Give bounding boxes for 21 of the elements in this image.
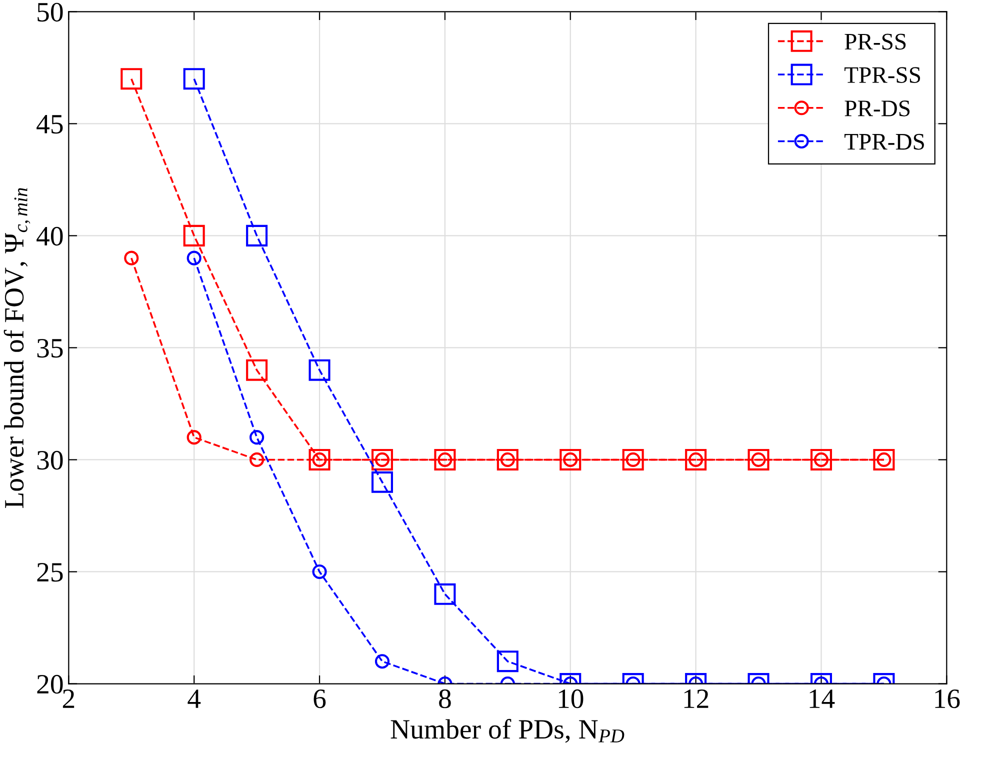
x-tick-label: 16 [935, 690, 960, 708]
legend-label: TPR-DS [844, 134, 924, 150]
x-tick-label: 4 [188, 690, 201, 708]
y-tick-label: 30 [37, 450, 63, 470]
x-tick-label: 14 [810, 690, 835, 708]
legend-label: TPR-SS [844, 67, 920, 84]
y-tick-label: 20 [37, 674, 63, 694]
x-axis-title: Number of PDs, N$_{PD}$ [390, 718, 624, 743]
y-tick-label: 50 [38, 2, 63, 22]
x-tick-label: 12 [684, 690, 708, 708]
x-tick-label: 2 [62, 690, 74, 708]
legend-label: PR-DS [844, 100, 910, 116]
y-tick-label: 45 [36, 115, 63, 134]
legend-label: PR-SS [844, 34, 906, 50]
x-tick-label: 6 [314, 690, 326, 708]
y-tick-label: 25 [37, 562, 63, 582]
y-tick-label: 35 [37, 338, 63, 358]
y-tick-label: 40 [36, 226, 63, 246]
x-tick-label: 10 [558, 689, 584, 708]
x-tick-label: 8 [439, 689, 451, 708]
y-axis-title: Lower bound of FOV, Ψ$_{c,min}$ [4, 188, 30, 508]
